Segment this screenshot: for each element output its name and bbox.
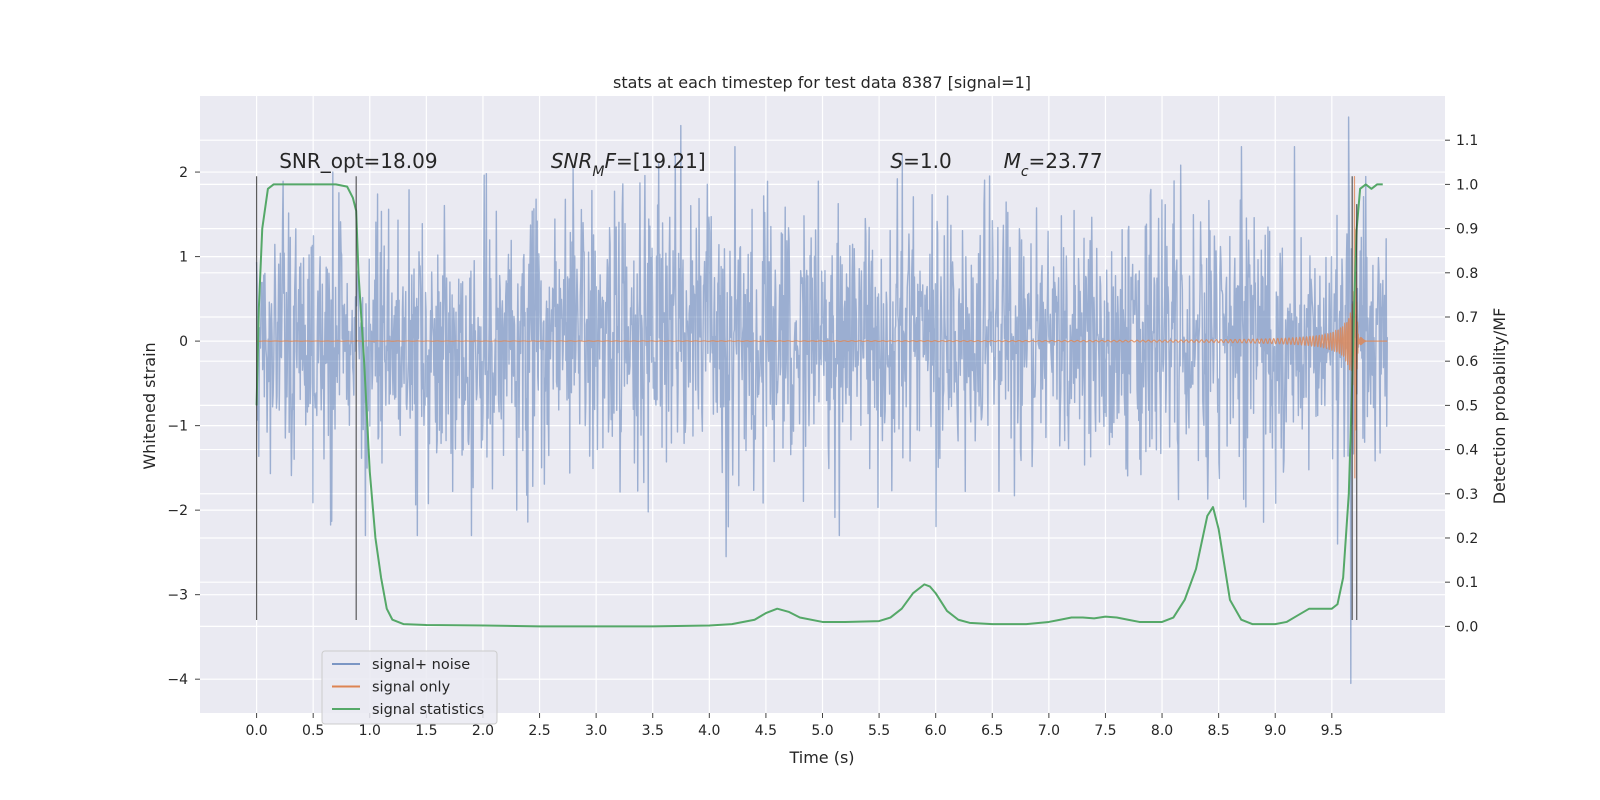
x-tick-label: 6.0 [925,723,947,739]
y2-tick-label: 0.6 [1456,354,1478,370]
vertical-markers [255,176,1358,621]
x-tick-label: 7.0 [1038,723,1060,739]
y-tick-label: −4 [167,672,188,688]
y2-tick-label: 0.9 [1456,222,1478,238]
x-tick-label: 8.0 [1151,723,1173,739]
y-tick-label: 2 [179,165,188,181]
y-tick-label: −2 [167,503,188,519]
chart-title: stats at each timestep for test data 838… [613,73,1031,92]
series-line-1 [255,116,1388,685]
series-layer [255,116,1388,685]
x-tick-label: 7.5 [1094,723,1116,739]
x-tick-label: 1.0 [359,723,381,739]
series-line-3 [255,183,1383,628]
x-tick-label: 0.5 [302,723,324,739]
x-tick-label: 4.0 [698,723,720,739]
tick-labels: 0.0 0.5 1.0 1.5 2.0 2.5 3.0 3.5 4.0 4.5 5.0 5.5 6.0 6… [167,133,1478,739]
x-tick-label: 5.0 [811,723,833,739]
legend-box [321,650,498,725]
annotation-snr-mf: SNRMF=[19.21] [551,149,706,180]
y2-tick-label: 0.1 [1456,575,1478,591]
y2-tick-label: 0.3 [1456,487,1478,503]
annotation-chirp-mass: Mc=23.77 [1004,149,1103,180]
y-tick-label: −1 [167,419,188,435]
x-tick-label: 0.0 [245,723,267,739]
x-tick-label: 2.5 [528,723,550,739]
legend-label: signal only [372,680,451,696]
x-tick-label: 3.0 [585,723,607,739]
legend-label: signal statistics [372,702,484,718]
y2-tick-label: 1.0 [1456,177,1478,193]
y-tick-label: −3 [167,588,188,604]
legend-label: signal+ noise [372,657,470,673]
legend: signal+ noise signal only signal statistic… [321,650,498,725]
x-tick-label: 9.0 [1264,723,1286,739]
annotation-snr-opt: SNR_opt=18.09 [279,149,437,173]
y2-tick-label: 1.1 [1456,133,1478,149]
y2-tick-label: 0.8 [1456,266,1478,282]
x-tick-label: 2.0 [472,723,494,739]
x-tick-label: 9.5 [1321,723,1343,739]
y-axis-label: Whitened strain [140,342,159,469]
x-tick-label: 4.5 [755,723,777,739]
y2-tick-label: 0.0 [1456,619,1478,635]
x-axis-label: Time (s) [788,748,854,767]
y2-tick-label: 0.4 [1456,443,1478,459]
x-tick-label: 1.5 [415,723,437,739]
y2-axis-label: Detection probability/MF [1490,308,1509,505]
x-tick-label: 5.5 [868,723,890,739]
y2-tick-label: 0.7 [1456,310,1478,326]
x-tick-label: 8.5 [1208,723,1230,739]
y2-tick-label: 0.2 [1456,531,1478,547]
x-tick-label: 3.5 [642,723,664,739]
x-tick-label: 6.5 [981,723,1003,739]
annotation-s-value: S=1.0 [890,149,951,173]
y-tick-label: 1 [179,250,188,266]
y2-tick-label: 0.5 [1456,398,1478,414]
series-line-2 [256,175,1388,479]
annotations: SNR_opt=18.09 SNRMF=[19.21] S=1.0 Mc=23.77 [279,149,1102,180]
y-tick-label: 0 [179,334,188,350]
